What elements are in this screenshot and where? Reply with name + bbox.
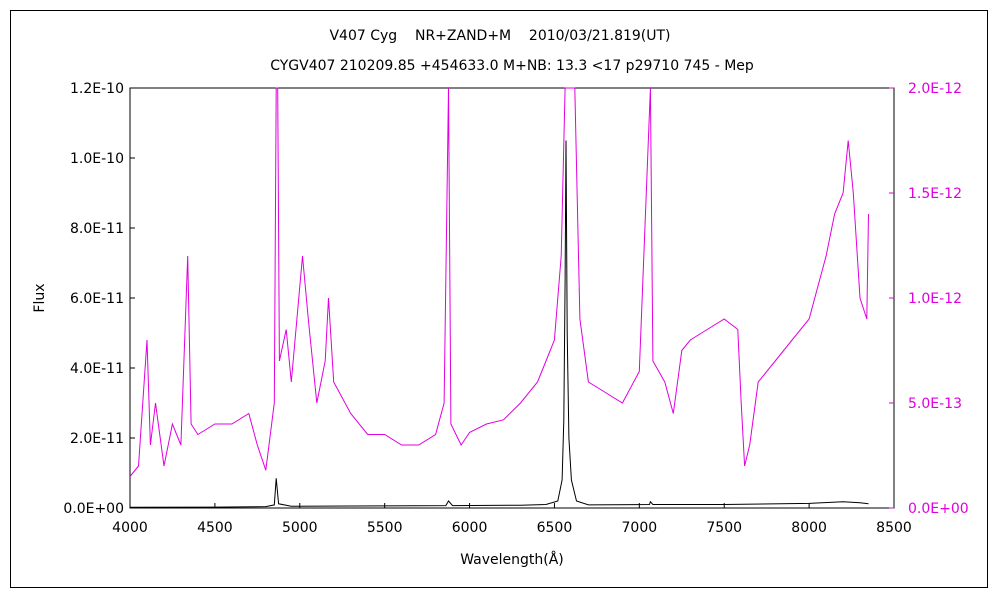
series-group	[129, 87, 869, 508]
y-axis-label: Flux	[32, 283, 48, 312]
x-tick-label: 4500	[197, 520, 233, 536]
y-left-tick-label: 6.0E-11	[70, 291, 124, 307]
x-tick-label: 6500	[537, 520, 573, 536]
axis-ticks: 4000 4500 5000 5500 6000 6500 7000 7500 8000 8500…	[63, 81, 968, 536]
y-left-tick-label: 1.0E-10	[70, 151, 124, 167]
chart-subtitle: CYGV407 210209.85 +454633.0 M+NB: 13.3 <…	[270, 58, 754, 74]
x-tick-label: 5500	[367, 520, 403, 536]
x-tick-label: 5000	[282, 520, 318, 536]
y-left-tick-label: 0.0E+00	[63, 501, 124, 517]
y-right-tick-label: 2.0E-12	[908, 81, 962, 97]
chart-frame	[10, 10, 988, 588]
y-right-tick-label: 0.0E+00	[908, 501, 969, 517]
chart-title: V407 Cyg NR+ZAND+M 2010/03/21.819(UT)	[329, 28, 670, 44]
x-tick-label: 8500	[876, 520, 912, 536]
y-left-tick-label: 4.0E-11	[70, 361, 124, 377]
y-left-tick-label: 1.2E-10	[70, 81, 124, 97]
x-tick-label: 6000	[452, 520, 488, 536]
y-left-tick-label: 2.0E-11	[70, 431, 124, 447]
x-tick-label: 7000	[622, 520, 658, 536]
series-line-black	[129, 140, 869, 508]
y-right-tick-label: 5.0E-13	[908, 396, 962, 412]
x-tick-label: 7500	[706, 520, 742, 536]
x-tick-label: 8000	[791, 520, 827, 536]
x-axis-label: Wavelength(Å)	[460, 551, 564, 568]
series-line-magenta	[129, 87, 869, 477]
y-right-tick-label: 1.0E-12	[908, 291, 962, 307]
y-left-tick-label: 8.0E-11	[70, 221, 124, 237]
y-right-tick-label: 1.5E-12	[908, 186, 962, 202]
x-tick-label: 4000	[112, 520, 148, 536]
plot-area	[129, 87, 895, 509]
